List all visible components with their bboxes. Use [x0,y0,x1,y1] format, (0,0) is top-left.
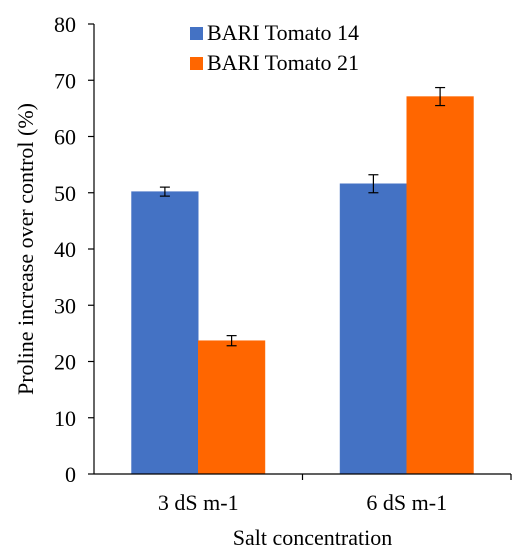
legend-label: BARI Tomato 14 [207,20,359,45]
y-tick-label: 10 [54,406,76,431]
legend-swatch [190,57,203,70]
y-axis-ticks: 0 10 20 30 40 50 60 70 80 [54,12,94,487]
y-tick-label: 30 [54,293,76,318]
x-axis-title: Salt concentration [233,525,392,550]
y-tick-label: 60 [54,125,76,150]
bar [406,96,474,475]
x-tick-label: 3 dS m-1 [158,490,239,515]
x-axis-ticks: 3 dS m-1 6 dS m-1 [158,474,512,515]
legend: BARI Tomato 14 BARI Tomato 21 [190,20,359,75]
bar [131,191,199,475]
bars [131,96,474,475]
y-tick-label: 0 [65,462,76,487]
y-axis-title: Proline increase over control (%) [13,103,38,395]
y-tick-label: 80 [54,12,76,37]
y-tick-label: 20 [54,350,76,375]
legend-swatch [190,27,203,40]
bar [339,183,407,475]
x-tick-label: 6 dS m-1 [366,490,447,515]
bar [198,340,266,475]
error-bars [159,86,446,347]
y-tick-label: 40 [54,237,76,262]
y-tick-label: 50 [54,181,76,206]
legend-label: BARI Tomato 21 [207,50,359,75]
y-tick-label: 70 [54,68,76,93]
